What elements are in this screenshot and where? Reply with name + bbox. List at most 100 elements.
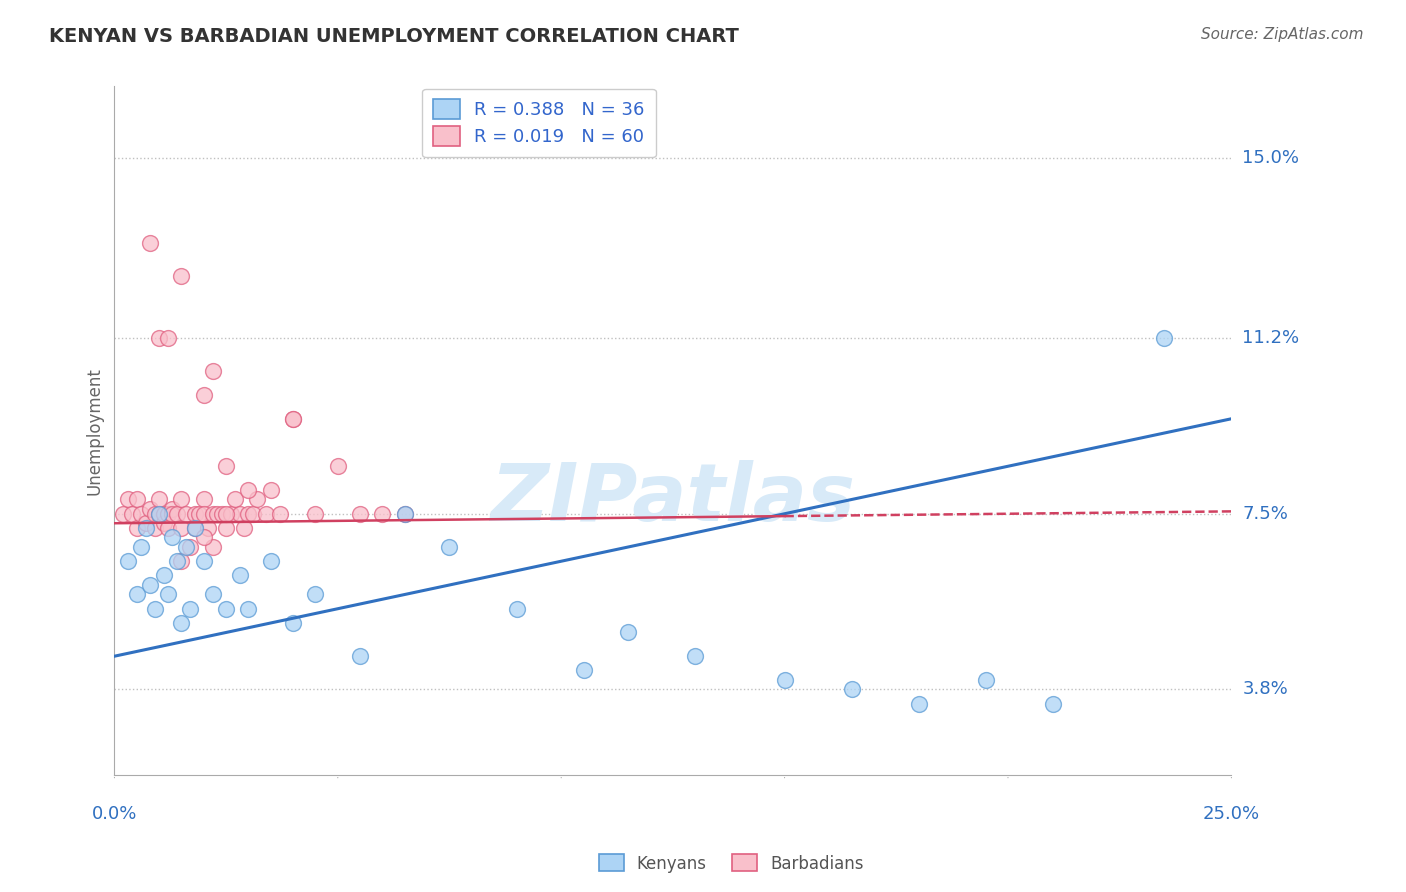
Point	[238, 507, 260, 521]
Point	[170, 554, 193, 568]
Point	[907, 697, 929, 711]
Point	[121, 507, 143, 521]
Point	[304, 587, 326, 601]
Point	[179, 601, 201, 615]
Point	[188, 507, 211, 521]
Text: 15.0%: 15.0%	[1243, 149, 1299, 167]
Point	[166, 554, 188, 568]
Point	[170, 521, 193, 535]
Point	[162, 531, 184, 545]
Point	[233, 521, 256, 535]
Point	[193, 492, 215, 507]
Point	[371, 507, 394, 521]
Text: 7.5%: 7.5%	[1243, 505, 1288, 523]
Point	[201, 364, 224, 378]
Point	[179, 540, 201, 554]
Point	[162, 502, 184, 516]
Point	[773, 673, 796, 687]
Legend: R = 0.388   N = 36, R = 0.019   N = 60: R = 0.388 N = 36, R = 0.019 N = 60	[422, 88, 655, 157]
Point	[238, 601, 260, 615]
Point	[125, 587, 148, 601]
Point	[215, 521, 238, 535]
Point	[304, 507, 326, 521]
Point	[152, 568, 174, 582]
Point	[193, 388, 215, 402]
Point	[349, 507, 371, 521]
Point	[143, 507, 166, 521]
Point	[224, 492, 246, 507]
Point	[326, 459, 349, 474]
Point	[439, 540, 461, 554]
Point	[139, 235, 162, 250]
Point	[139, 578, 162, 592]
Point	[572, 664, 595, 678]
Point	[617, 625, 640, 640]
Point	[157, 507, 180, 521]
Point	[157, 521, 180, 535]
Point	[117, 554, 139, 568]
Point	[242, 507, 264, 521]
Legend: Kenyans, Barbadians: Kenyans, Barbadians	[592, 847, 870, 880]
Point	[281, 615, 304, 630]
Point	[1042, 697, 1064, 711]
Point	[260, 554, 283, 568]
Point	[193, 531, 215, 545]
Point	[112, 507, 135, 521]
Point	[281, 411, 304, 425]
Point	[269, 507, 291, 521]
Point	[215, 507, 238, 521]
Point	[215, 601, 238, 615]
Point	[1153, 331, 1175, 345]
Point	[170, 269, 193, 284]
Point	[201, 587, 224, 601]
Point	[184, 521, 207, 535]
Point	[152, 507, 174, 521]
Y-axis label: Unemployment: Unemployment	[86, 367, 103, 494]
Point	[148, 507, 170, 521]
Point	[228, 568, 250, 582]
Point	[683, 649, 706, 664]
Point	[211, 507, 233, 521]
Point	[148, 492, 170, 507]
Point	[193, 507, 215, 521]
Point	[215, 459, 238, 474]
Point	[197, 521, 219, 535]
Point	[246, 492, 269, 507]
Point	[117, 492, 139, 507]
Point	[394, 507, 416, 521]
Point	[125, 492, 148, 507]
Text: Source: ZipAtlas.com: Source: ZipAtlas.com	[1201, 27, 1364, 42]
Point	[135, 516, 157, 531]
Point	[254, 507, 277, 521]
Text: 11.2%: 11.2%	[1243, 329, 1299, 347]
Point	[201, 507, 224, 521]
Point	[184, 507, 207, 521]
Text: 3.8%: 3.8%	[1243, 681, 1288, 698]
Text: ZIPatlas: ZIPatlas	[491, 460, 855, 539]
Point	[125, 521, 148, 535]
Point	[139, 502, 162, 516]
Point	[170, 492, 193, 507]
Point	[166, 507, 188, 521]
Point	[129, 540, 152, 554]
Point	[152, 516, 174, 531]
Point	[193, 554, 215, 568]
Point	[205, 507, 228, 521]
Point	[974, 673, 997, 687]
Point	[260, 483, 283, 497]
Text: 0.0%: 0.0%	[91, 805, 138, 823]
Point	[238, 483, 260, 497]
Point	[174, 540, 197, 554]
Point	[349, 649, 371, 664]
Point	[228, 507, 250, 521]
Point	[841, 682, 863, 697]
Point	[129, 507, 152, 521]
Point	[162, 507, 184, 521]
Point	[143, 601, 166, 615]
Point	[135, 521, 157, 535]
Point	[170, 615, 193, 630]
Text: KENYAN VS BARBADIAN UNEMPLOYMENT CORRELATION CHART: KENYAN VS BARBADIAN UNEMPLOYMENT CORRELA…	[49, 27, 740, 45]
Point	[143, 521, 166, 535]
Point	[174, 507, 197, 521]
Point	[281, 411, 304, 425]
